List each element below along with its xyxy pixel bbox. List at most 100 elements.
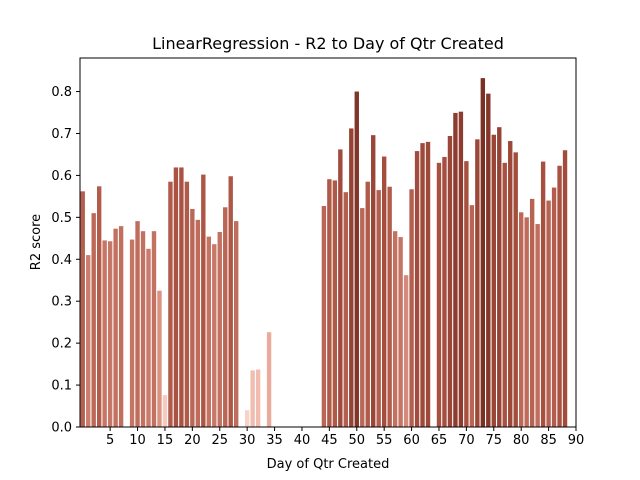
bar-day-23 [206, 236, 211, 427]
bar-day-2 [91, 213, 96, 427]
bar-day-28 [234, 221, 239, 427]
bar-day-19 [184, 181, 190, 427]
bar-day-83 [535, 224, 540, 427]
bar-day-13 [151, 231, 157, 427]
x-tick-label: 25 [211, 433, 228, 448]
x-tick-label: 30 [239, 433, 256, 448]
bar-day-81 [524, 217, 529, 427]
bar-day-3 [96, 186, 102, 427]
bar-day-74 [486, 93, 491, 428]
x-tick-label: 80 [513, 433, 530, 448]
bar-day-65 [436, 162, 442, 428]
x-tick-label: 5 [106, 433, 114, 448]
bar-day-25 [217, 232, 222, 427]
y-tick-label: 0.5 [51, 211, 72, 226]
bar-day-84 [540, 161, 546, 427]
x-tick-label: 50 [349, 433, 366, 448]
bar-day-72 [475, 139, 480, 428]
bar-day-6 [113, 228, 118, 427]
x-tick-label: 15 [157, 433, 174, 448]
bar-day-10 [135, 221, 140, 427]
plot-frame [79, 57, 577, 428]
bar-day-80 [519, 212, 524, 427]
x-tick-label: 40 [294, 433, 311, 448]
x-tick-label: 85 [540, 433, 557, 448]
x-tick-label: 90 [568, 433, 585, 448]
bar-day-16 [168, 181, 173, 427]
bar-day-50 [354, 91, 359, 427]
bar-day-53 [371, 135, 376, 427]
y-axis: 0.0 0.1 0.2 0.3 0.4 0.5 0.6 0.7 0.8 [51, 85, 80, 436]
bar-day-71 [469, 205, 475, 427]
bar-day-4 [102, 240, 107, 427]
bar-day-24 [212, 244, 217, 427]
y-tick-label: 0.1 [51, 379, 72, 394]
bar-day-76 [497, 127, 502, 427]
bar-day-69 [458, 111, 464, 427]
bar-day-5 [107, 241, 113, 427]
bar-day-46 [332, 180, 338, 427]
x-tick-label: 55 [376, 433, 393, 448]
bar-day-73 [480, 78, 486, 428]
bar-day-61 [414, 151, 420, 428]
bar-day-56 [387, 186, 392, 427]
bar-day-1 [86, 255, 91, 427]
y-tick-label: 0.0 [51, 421, 72, 436]
bar-day-30 [244, 410, 250, 427]
bar-day-54 [376, 190, 381, 427]
bar-day-62 [420, 143, 425, 428]
x-tick-label: 65 [431, 433, 448, 448]
x-tick-label: 10 [129, 433, 146, 448]
bar-day-21 [195, 219, 201, 427]
bar-day-60 [409, 189, 414, 427]
bar-day-49 [349, 128, 354, 428]
bar-day-70 [464, 161, 469, 427]
y-tick-label: 0.2 [51, 337, 72, 352]
bar-day-57 [392, 231, 398, 427]
bar-day-20 [190, 208, 195, 427]
bar-day-7 [118, 226, 124, 427]
bar-day-67 [447, 135, 453, 428]
bar-day-45 [327, 179, 332, 427]
bar-day-27 [228, 176, 233, 427]
x-tick-label: 60 [403, 433, 420, 448]
bar-day-88 [562, 150, 568, 427]
bar-day-0 [80, 191, 85, 427]
bar-day-82 [529, 198, 535, 427]
x-axis-label: Day of Qtr Created [267, 457, 390, 472]
bar-day-55 [381, 156, 387, 427]
bar-day-59 [403, 275, 409, 427]
bar-day-52 [365, 181, 370, 427]
y-tick-label: 0.4 [51, 253, 72, 268]
bar-day-26 [223, 207, 228, 427]
bar-day-17 [173, 167, 179, 427]
bar-day-32 [255, 369, 261, 427]
bar-day-34 [266, 332, 272, 427]
bar-day-12 [146, 248, 151, 427]
x-tick-label: 45 [321, 433, 338, 448]
bar-day-15 [162, 395, 168, 427]
bar-day-11 [140, 231, 146, 427]
bar-day-87 [557, 165, 562, 427]
bar-day-58 [398, 237, 403, 427]
bar-day-47 [338, 149, 343, 427]
bar-day-86 [551, 187, 557, 427]
bar-day-22 [201, 174, 206, 427]
y-tick-label: 0.7 [51, 127, 72, 142]
x-tick-label: 75 [486, 433, 503, 448]
bar-day-68 [453, 112, 458, 428]
x-tick-label: 35 [266, 433, 283, 448]
bars [80, 78, 568, 428]
bar-day-18 [179, 167, 184, 427]
bar-day-77 [502, 162, 507, 428]
bar-day-44 [321, 206, 327, 427]
x-axis: 5 10 15 20 25 30 35 40 45 50 55 60 65 70 75 80 85 90 [106, 427, 584, 448]
bar-day-51 [360, 208, 365, 427]
bar-day-75 [491, 134, 496, 427]
bar-day-9 [129, 239, 135, 427]
bar-day-14 [157, 290, 162, 427]
bar-day-78 [508, 141, 513, 427]
bar-day-66 [442, 156, 447, 427]
x-tick-label: 20 [184, 433, 201, 448]
